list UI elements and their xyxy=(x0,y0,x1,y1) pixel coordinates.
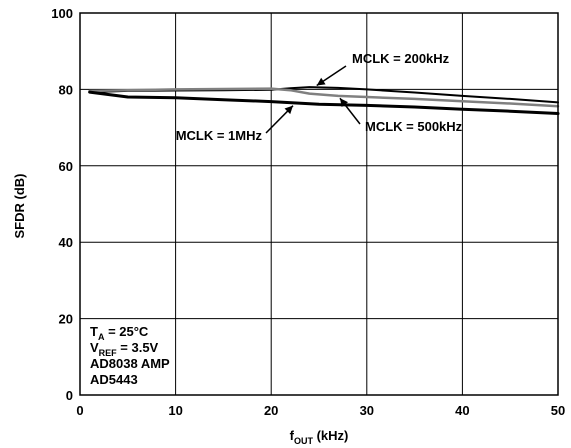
x-axis-label-unit: (kHz) xyxy=(313,428,348,443)
condition-main: V xyxy=(90,340,99,355)
condition-subscript: A xyxy=(98,332,105,342)
annotation-arrowhead xyxy=(284,105,293,115)
series-line xyxy=(88,87,560,108)
annotation-label: MCLK = 500kHz xyxy=(365,119,463,134)
condition-line: AD8038 AMP xyxy=(90,356,170,371)
condition-line: TA = 25°C xyxy=(90,324,149,342)
condition-subscript: REF xyxy=(99,348,118,358)
series-lines xyxy=(88,86,560,115)
annotation-arrowhead xyxy=(316,77,326,86)
y-tick-label: 0 xyxy=(66,388,73,403)
x-axis-label-sub: OUT xyxy=(294,436,314,446)
x-tick-label: 50 xyxy=(551,403,565,418)
y-tick-label: 60 xyxy=(59,159,73,174)
condition-value: = 25°C xyxy=(104,324,148,339)
x-tick-label: 10 xyxy=(168,403,182,418)
series-line xyxy=(88,90,560,115)
condition-main: AD5443 xyxy=(90,372,138,387)
x-tick-label: 0 xyxy=(76,403,83,418)
x-tick-label: 20 xyxy=(264,403,278,418)
y-tick-label: 100 xyxy=(51,6,73,21)
annotation-label: MCLK = 1MHz xyxy=(176,128,263,143)
y-tick-label: 80 xyxy=(59,82,73,97)
condition-value: = 3.5V xyxy=(117,340,159,355)
y-tick-label: 40 xyxy=(59,235,73,250)
x-tick-label: 30 xyxy=(360,403,374,418)
annotation-label: MCLK = 200kHz xyxy=(352,51,450,66)
annotations: MCLK = 200kHz MCLK = 500kHz MCLK = 1MHz xyxy=(176,51,463,143)
y-axis-label: SFDR (dB) xyxy=(12,174,27,239)
condition-main: T xyxy=(90,324,98,339)
tick-labels: 0 10 20 30 40 50 0 20 40 60 80 100 xyxy=(51,6,565,418)
x-tick-label: 40 xyxy=(455,403,469,418)
annotation-arrowhead xyxy=(339,98,349,108)
x-axis-label-main: f xyxy=(290,428,295,443)
plot-frame xyxy=(79,12,559,396)
y-tick-label: 20 xyxy=(59,312,73,327)
condition-line: VREF = 3.5V xyxy=(90,340,159,358)
grid xyxy=(79,12,559,396)
condition-main: AD8038 AMP xyxy=(90,356,170,371)
x-axis-label: fOUT (kHz) xyxy=(290,428,349,446)
condition-line: AD5443 xyxy=(90,372,138,387)
